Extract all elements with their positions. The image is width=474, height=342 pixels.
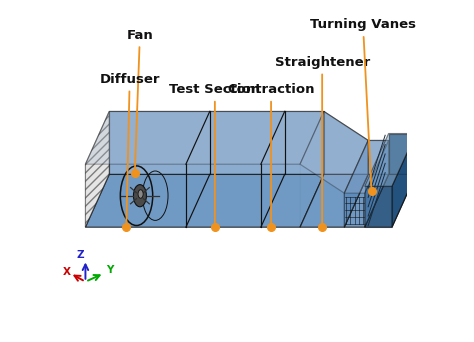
Polygon shape (365, 174, 416, 227)
Text: X: X (64, 267, 71, 277)
Text: Z: Z (77, 250, 84, 260)
Polygon shape (324, 111, 368, 174)
Polygon shape (365, 133, 416, 186)
Polygon shape (85, 111, 109, 227)
Ellipse shape (134, 185, 146, 207)
Polygon shape (392, 133, 416, 227)
Polygon shape (85, 111, 324, 164)
Polygon shape (365, 140, 389, 227)
Text: Y: Y (106, 265, 113, 275)
Polygon shape (368, 140, 389, 174)
Text: Diffuser: Diffuser (100, 73, 160, 224)
Polygon shape (344, 140, 389, 193)
Polygon shape (389, 133, 416, 174)
Polygon shape (85, 174, 324, 227)
Polygon shape (300, 111, 368, 193)
Polygon shape (109, 111, 324, 174)
Polygon shape (344, 140, 368, 227)
Polygon shape (300, 174, 368, 227)
Polygon shape (365, 186, 392, 227)
Text: Fan: Fan (127, 29, 153, 170)
Polygon shape (344, 174, 389, 227)
Text: Turning Vanes: Turning Vanes (310, 18, 416, 189)
Text: Test Section: Test Section (169, 83, 260, 224)
Text: Straightener: Straightener (274, 56, 370, 224)
Text: Contraction: Contraction (228, 83, 315, 224)
Ellipse shape (138, 190, 143, 198)
